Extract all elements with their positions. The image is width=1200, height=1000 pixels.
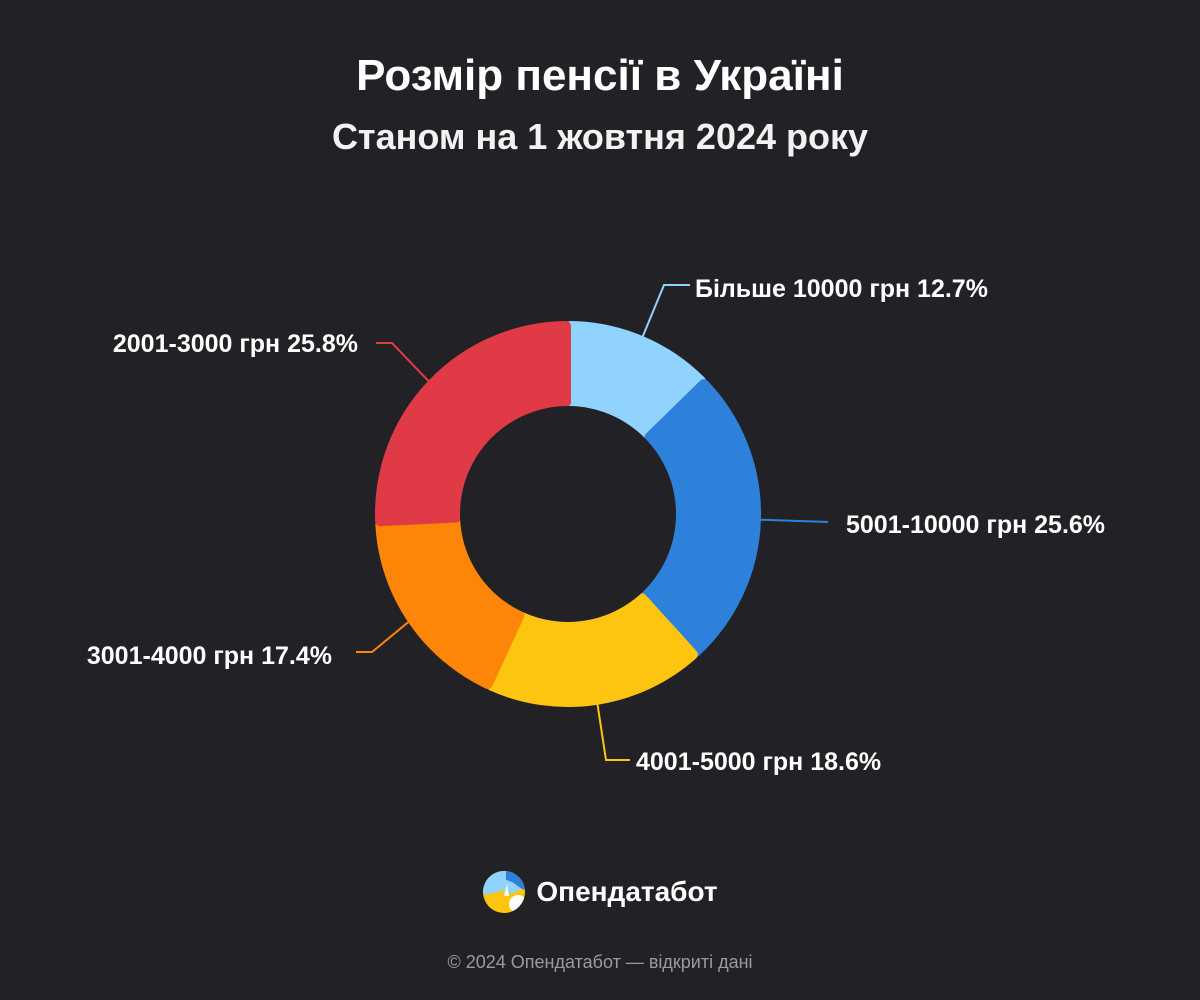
leader-line (759, 518, 829, 523)
opendatabot-logo-icon (483, 871, 526, 913)
chart-title: Розмір пенсії в Україні (356, 51, 844, 100)
leader-line (356, 620, 410, 653)
leader-line (376, 342, 430, 383)
footer-copyright: © 2024 Опендатабот — відкриті дані (447, 952, 753, 972)
slice-label: Більше 10000 грн 12.7% (695, 275, 988, 303)
brand-name: Опендатабот (536, 876, 718, 907)
donut-slice (639, 379, 761, 657)
donut-hole (460, 406, 676, 622)
brand: Опендатабот (0, 866, 1200, 918)
slice-label: 5001-10000 грн 25.6% (846, 511, 1105, 539)
slice-label: 2001-3000 грн 25.8% (113, 330, 358, 358)
slice-label: 4001-5000 грн 18.6% (636, 748, 881, 776)
chart-subtitle: Станом на 1 жовтня 2024 року (331, 116, 869, 157)
leader-line (641, 284, 690, 338)
leader-line (596, 703, 630, 761)
slice-label: 3001-4000 грн 17.4% (87, 642, 332, 670)
donut-slice (375, 321, 571, 527)
